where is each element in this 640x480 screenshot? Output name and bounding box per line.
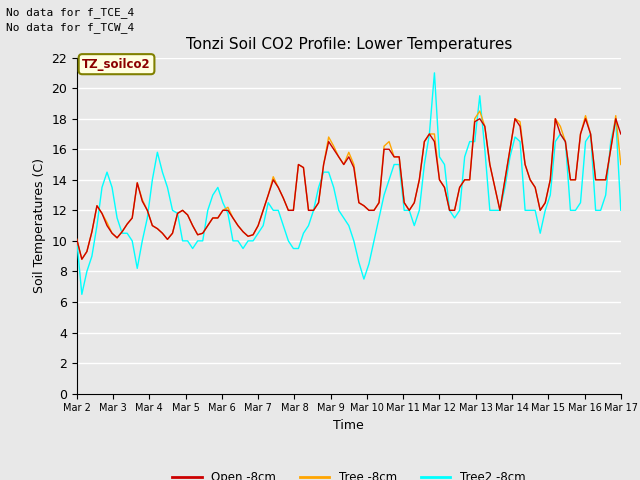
Open -8cm <box>229 215 237 221</box>
Text: No data for f_TCE_4: No data for f_TCE_4 <box>6 7 134 18</box>
Tree2 -8cm <box>259 223 267 228</box>
Tree2 -8cm <box>617 207 625 213</box>
Title: Tonzi Soil CO2 Profile: Lower Temperatures: Tonzi Soil CO2 Profile: Lower Temperatur… <box>186 37 512 52</box>
Tree -8cm <box>375 200 383 205</box>
Open -8cm <box>476 116 484 121</box>
Y-axis label: Soil Temperatures (C): Soil Temperatures (C) <box>33 158 45 293</box>
Open -8cm <box>259 207 267 213</box>
Tree2 -8cm <box>375 215 383 221</box>
Tree -8cm <box>617 162 625 168</box>
Tree2 -8cm <box>229 238 237 244</box>
Tree -8cm <box>118 229 126 235</box>
Line: Tree2 -8cm: Tree2 -8cm <box>77 73 621 294</box>
Tree -8cm <box>229 215 237 221</box>
Text: TZ_soilco2: TZ_soilco2 <box>82 58 151 71</box>
Tree2 -8cm <box>441 162 449 168</box>
Line: Open -8cm: Open -8cm <box>77 119 621 259</box>
Open -8cm <box>78 256 86 262</box>
Tree -8cm <box>78 256 86 262</box>
Open -8cm <box>617 131 625 137</box>
Open -8cm <box>375 200 383 205</box>
Tree2 -8cm <box>431 70 438 76</box>
Open -8cm <box>436 177 444 183</box>
Open -8cm <box>118 229 126 235</box>
Legend: Open -8cm, Tree -8cm, Tree2 -8cm: Open -8cm, Tree -8cm, Tree2 -8cm <box>168 466 530 480</box>
Open -8cm <box>370 207 378 213</box>
X-axis label: Time: Time <box>333 419 364 432</box>
Tree2 -8cm <box>370 238 378 244</box>
Tree -8cm <box>436 177 444 183</box>
Tree2 -8cm <box>78 291 86 297</box>
Tree -8cm <box>476 108 484 114</box>
Tree2 -8cm <box>73 238 81 244</box>
Tree2 -8cm <box>118 230 126 236</box>
Tree -8cm <box>259 207 267 213</box>
Open -8cm <box>73 237 81 242</box>
Line: Tree -8cm: Tree -8cm <box>77 111 621 259</box>
Tree -8cm <box>73 237 81 242</box>
Tree -8cm <box>370 207 378 213</box>
Text: No data for f_TCW_4: No data for f_TCW_4 <box>6 22 134 33</box>
